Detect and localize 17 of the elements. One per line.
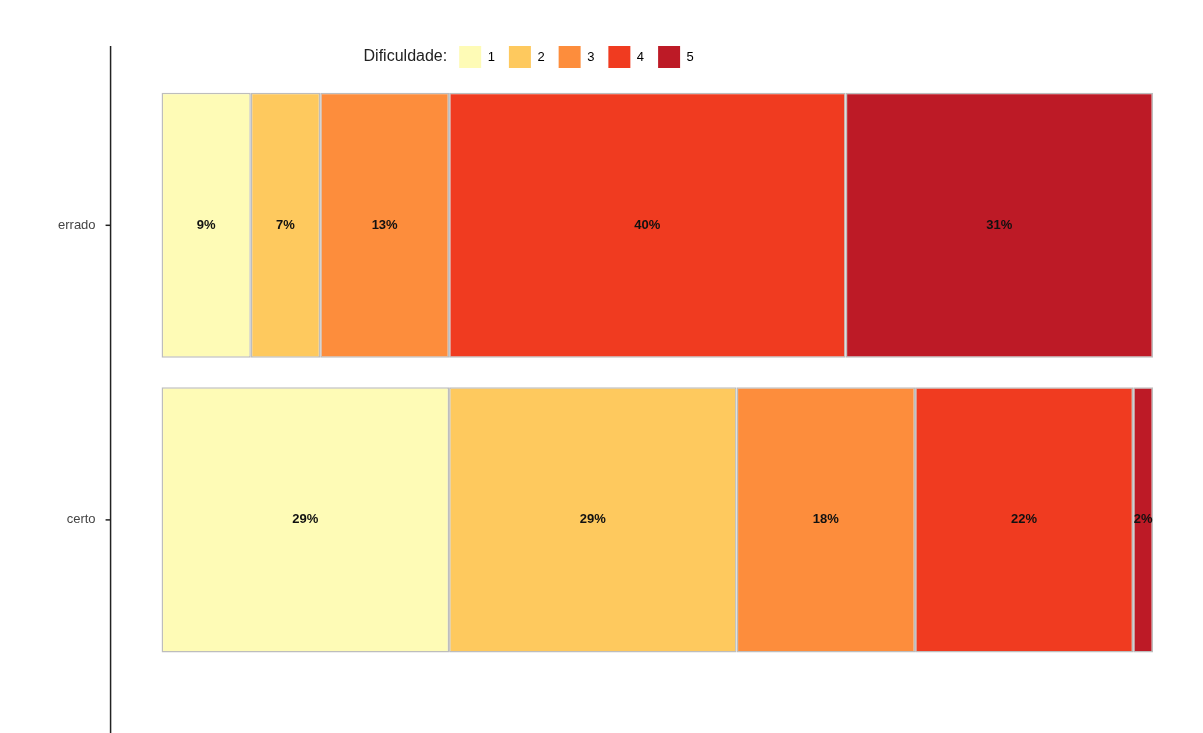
data-label: 29% [579,511,607,527]
legend-title: Dificuldade: [363,47,448,65]
legend-label: 1 [487,48,495,64]
data-label: 9% [196,216,217,232]
data-label: 31% [986,216,1013,232]
legend-label: 5 [686,48,694,64]
data-label: 40% [634,216,661,232]
y-tick-label: certo [66,511,96,527]
data-label: 13% [371,216,399,232]
data-label: 18% [812,511,840,527]
data-label: 7% [276,216,296,232]
data-label: 29% [292,511,319,527]
legend-label: 3 [587,48,595,64]
data-label: 22% [1011,511,1038,527]
legend-label: 4 [636,48,645,64]
legend-label: 2 [537,48,545,64]
y-tick-label: errado [58,216,96,232]
